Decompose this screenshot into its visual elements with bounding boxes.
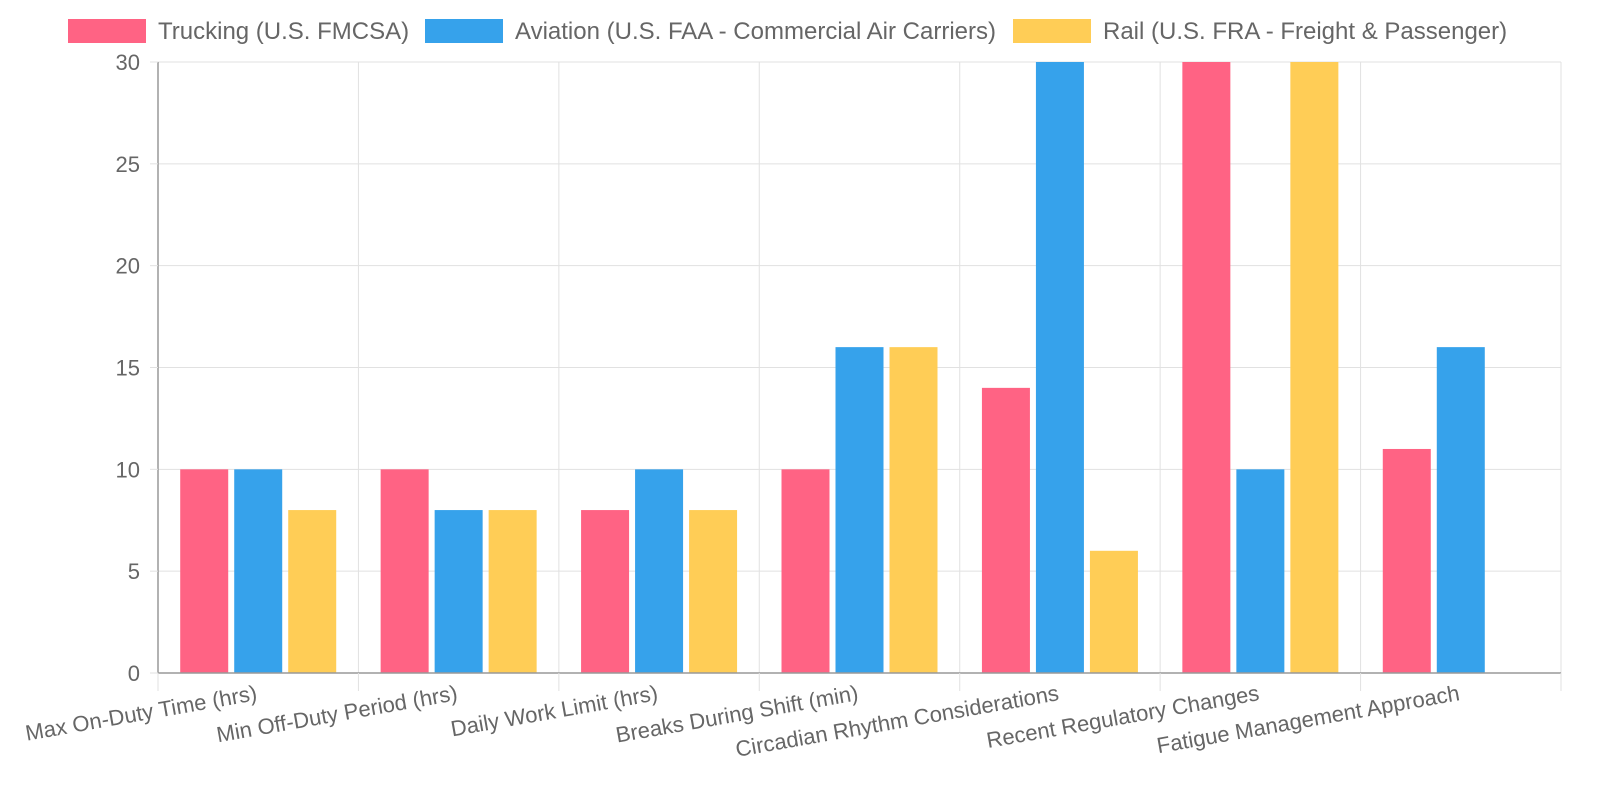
- y-tick-label: 25: [116, 152, 140, 177]
- bar[interactable]: [1182, 62, 1231, 673]
- legend-label[interactable]: Aviation (U.S. FAA - Commercial Air Carr…: [515, 18, 996, 45]
- bar[interactable]: [689, 510, 738, 673]
- legend-swatch[interactable]: [425, 19, 503, 43]
- y-axis-ticks: 0 5 10 15 20 25 30: [116, 50, 158, 686]
- legend-label[interactable]: Rail (U.S. FRA - Freight & Passenger): [1103, 18, 1507, 45]
- y-tick-label: 0: [128, 661, 140, 686]
- y-tick-label: 30: [116, 50, 140, 75]
- legend-swatch[interactable]: [1013, 19, 1091, 43]
- bar[interactable]: [488, 510, 537, 673]
- bar[interactable]: [835, 347, 884, 673]
- bar[interactable]: [781, 469, 830, 673]
- bar[interactable]: [234, 469, 283, 673]
- y-tick-label: 15: [116, 356, 140, 381]
- bar[interactable]: [1236, 469, 1285, 673]
- bars: [180, 62, 1485, 673]
- bar[interactable]: [581, 510, 630, 673]
- bar[interactable]: [434, 510, 483, 673]
- x-axis-ticks: Max On-Duty Time (hrs)Min Off-Duty Perio…: [23, 673, 1562, 762]
- bar[interactable]: [1290, 62, 1339, 673]
- bar[interactable]: [1436, 347, 1485, 673]
- bar[interactable]: [380, 469, 429, 673]
- bar[interactable]: [1035, 62, 1084, 673]
- legend-label[interactable]: Trucking (U.S. FMCSA): [158, 18, 409, 45]
- legend-swatch[interactable]: [68, 19, 146, 43]
- y-tick-label: 20: [116, 254, 140, 279]
- bar[interactable]: [981, 387, 1030, 673]
- bar[interactable]: [288, 510, 337, 673]
- y-tick-label: 5: [128, 559, 140, 584]
- bar[interactable]: [635, 469, 684, 673]
- bar[interactable]: [1382, 448, 1431, 673]
- bar[interactable]: [889, 347, 938, 673]
- y-tick-label: 10: [116, 457, 140, 482]
- bar[interactable]: [1089, 550, 1138, 673]
- legend: Trucking (U.S. FMCSA) Aviation (U.S. FAA …: [68, 18, 1507, 45]
- bar[interactable]: [180, 469, 229, 673]
